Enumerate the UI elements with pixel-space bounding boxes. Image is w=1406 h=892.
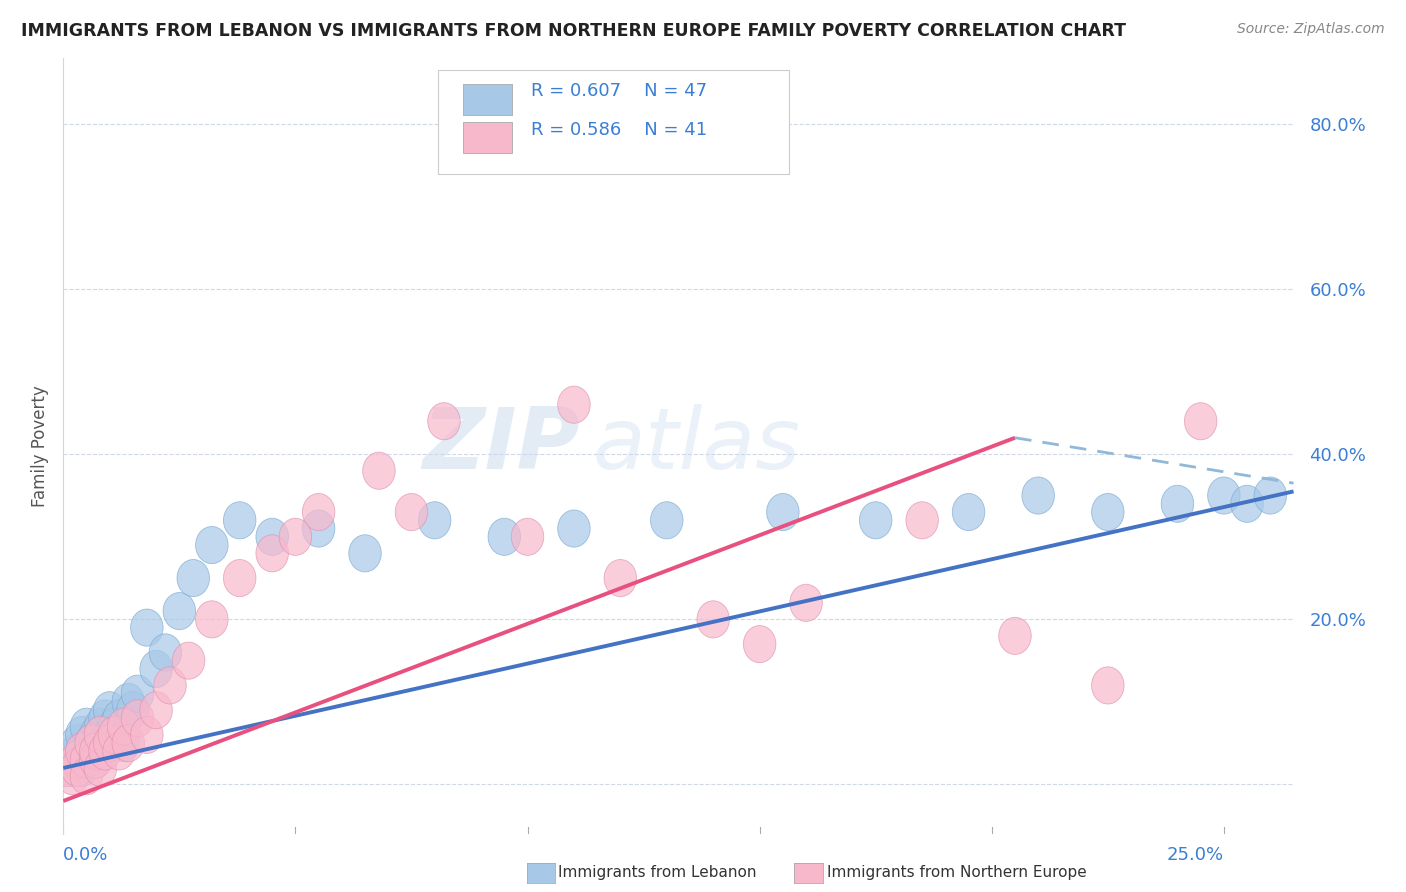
Text: ZIP: ZIP [422, 404, 579, 488]
Text: atlas: atlas [592, 404, 800, 488]
Text: R = 0.607    N = 47: R = 0.607 N = 47 [531, 82, 707, 100]
Text: Immigrants from Northern Europe: Immigrants from Northern Europe [827, 865, 1087, 880]
Text: IMMIGRANTS FROM LEBANON VS IMMIGRANTS FROM NORTHERN EUROPE FAMILY POVERTY CORREL: IMMIGRANTS FROM LEBANON VS IMMIGRANTS FR… [21, 22, 1126, 40]
FancyBboxPatch shape [463, 84, 512, 115]
Text: Source: ZipAtlas.com: Source: ZipAtlas.com [1237, 22, 1385, 37]
FancyBboxPatch shape [439, 70, 789, 175]
Y-axis label: Family Poverty: Family Poverty [31, 385, 49, 507]
Text: 0.0%: 0.0% [63, 847, 108, 864]
Text: R = 0.586    N = 41: R = 0.586 N = 41 [531, 121, 707, 139]
Text: 25.0%: 25.0% [1167, 847, 1223, 864]
Text: Immigrants from Lebanon: Immigrants from Lebanon [558, 865, 756, 880]
FancyBboxPatch shape [463, 122, 512, 153]
